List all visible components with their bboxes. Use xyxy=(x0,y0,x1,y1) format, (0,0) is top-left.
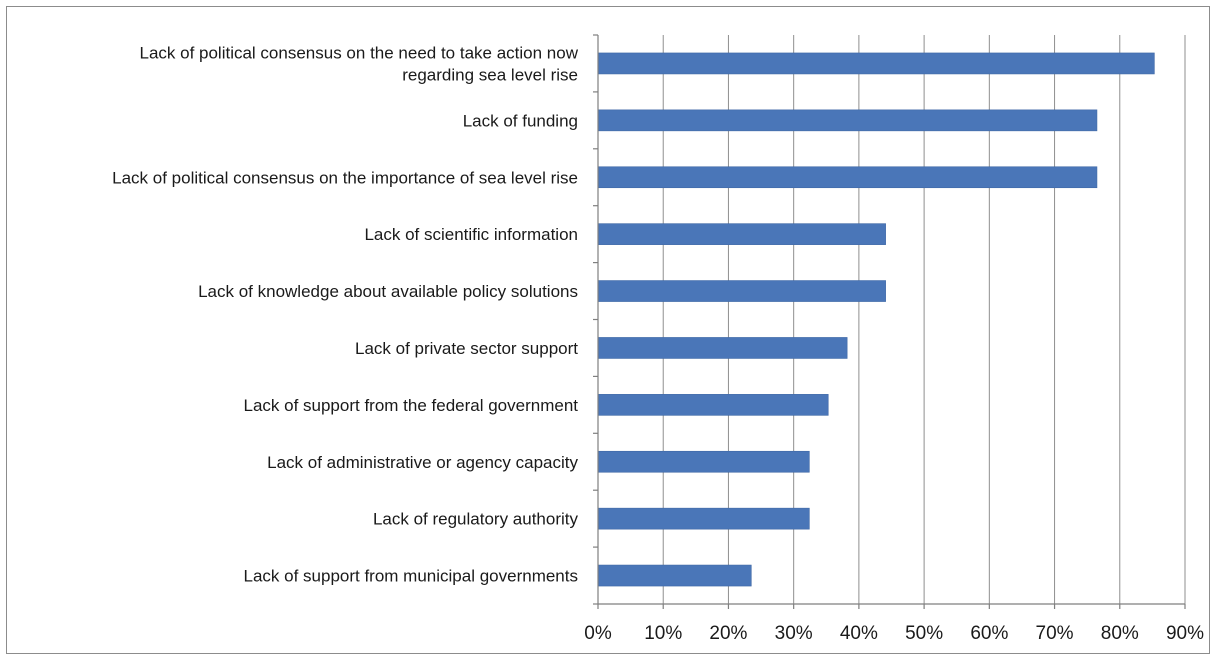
category-label: Lack of support from the federal governm… xyxy=(243,396,578,415)
x-tick-label: 90% xyxy=(1166,623,1204,644)
x-tick-label: 20% xyxy=(709,623,747,644)
x-tick-label: 60% xyxy=(970,623,1008,644)
x-tick-label: 10% xyxy=(644,623,682,644)
bar-chart: Lack of political consensus on the need … xyxy=(112,34,1204,644)
x-tick-label: 70% xyxy=(1036,623,1074,644)
category-label: Lack of political consensus on the need … xyxy=(139,43,578,62)
bar xyxy=(597,564,752,587)
category-label: Lack of regulatory authority xyxy=(373,510,579,529)
bar xyxy=(597,223,886,245)
category-label: Lack of scientific information xyxy=(364,225,578,244)
bar xyxy=(597,109,1098,132)
category-label: Lack of knowledge about available policy… xyxy=(198,282,578,301)
category-label: regarding sea level rise xyxy=(402,65,578,84)
category-label: Lack of private sector support xyxy=(355,339,578,358)
chart-frame: Lack of political consensus on the need … xyxy=(6,6,1210,654)
category-label: Lack of funding xyxy=(463,111,578,130)
bar xyxy=(597,166,1098,189)
bar xyxy=(597,280,886,302)
bars xyxy=(597,52,1155,587)
category-label: Lack of administrative or agency capacit… xyxy=(267,453,578,472)
x-tick-label: 30% xyxy=(775,623,813,644)
x-tick-label: 50% xyxy=(905,623,943,644)
bar xyxy=(597,394,829,416)
category-label: Lack of support from municipal governmen… xyxy=(244,567,579,586)
bar xyxy=(597,337,848,359)
axes xyxy=(593,34,1186,609)
x-tick-label: 80% xyxy=(1101,623,1139,644)
x-tick-labels: 0% 10% 20% 30% 40% 50% 60% 70% 80% 90% xyxy=(584,623,1204,644)
bar xyxy=(597,52,1155,75)
bar xyxy=(597,507,810,530)
x-tick-label: 40% xyxy=(840,623,878,644)
category-label: Lack of political consensus on the impor… xyxy=(112,168,578,187)
bar xyxy=(597,450,810,473)
category-labels: Lack of political consensus on the need … xyxy=(112,43,579,585)
x-tick-label: 0% xyxy=(584,623,612,644)
